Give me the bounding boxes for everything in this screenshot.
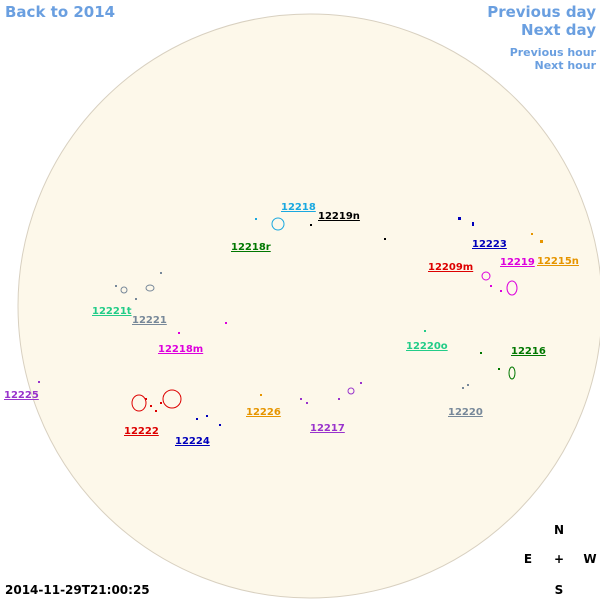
region-label[interactable]: 12218r	[231, 242, 271, 253]
region-label[interactable]: 12220o	[406, 341, 448, 352]
region-label[interactable]: 12222	[124, 426, 159, 437]
compass-west: W	[583, 552, 596, 566]
compass-east: E	[524, 552, 532, 566]
region-label[interactable]: 12218m	[158, 344, 203, 355]
compass-south: S	[555, 583, 564, 597]
region-label[interactable]: 12219	[500, 257, 535, 268]
region-label[interactable]: 12218	[281, 202, 316, 213]
next-day-link[interactable]: Next day	[521, 21, 596, 39]
spot-dots	[38, 217, 543, 426]
region-label[interactable]: 12221	[132, 315, 167, 326]
region-label[interactable]: 12223	[472, 239, 507, 250]
region-label[interactable]: 12219n	[318, 211, 360, 222]
region-label[interactable]: 12225	[4, 390, 39, 401]
compass-north: N	[554, 523, 564, 537]
compass-center: +	[554, 552, 564, 566]
region-label[interactable]: 12226	[246, 407, 281, 418]
solar-disk	[17, 13, 600, 599]
region-label[interactable]: 12224	[175, 436, 210, 447]
back-link[interactable]: Back to 2014	[5, 3, 115, 21]
region-label[interactable]: 12217	[310, 423, 345, 434]
previous-hour-link[interactable]: Previous hour	[510, 46, 597, 59]
region-label[interactable]: 12221t	[92, 306, 132, 317]
timestamp: 2014-11-29T21:00:25	[5, 583, 150, 597]
previous-day-link[interactable]: Previous day	[487, 3, 596, 21]
sunspots	[120, 217, 518, 412]
region-label[interactable]: 12215n	[537, 256, 579, 267]
region-label[interactable]: 12209m	[428, 262, 473, 273]
region-label[interactable]: 12220	[448, 407, 483, 418]
region-label[interactable]: 12216	[511, 346, 546, 357]
next-hour-link[interactable]: Next hour	[535, 59, 597, 72]
